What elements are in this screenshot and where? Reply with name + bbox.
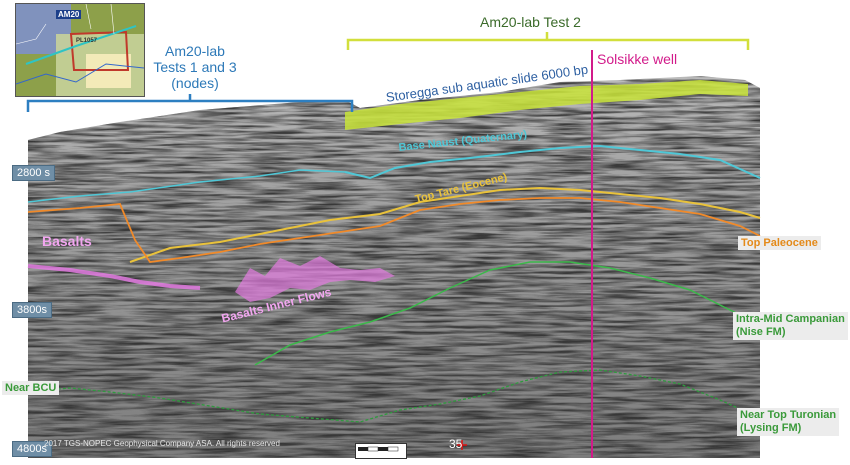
scale-bar <box>355 443 407 459</box>
horizon-top-tare <box>129 186 761 263</box>
label-tests-1-3-line1: Am20-lab <box>165 43 225 59</box>
label-intra-mid-campanian: Intra-Mid Campanian (Nise FM) <box>733 312 848 340</box>
bracket-tests-1-3 <box>26 94 354 112</box>
page-number: 35 <box>449 437 463 451</box>
inset-license-label: PL1057 <box>76 38 98 44</box>
label-basalts: Basalts <box>42 233 92 249</box>
horizon-intra-mid-campanian <box>254 261 761 366</box>
label-near-top-turonian: Near Top Turonian (Lysing FM) <box>737 408 840 436</box>
horizon-base-naust <box>344 144 761 180</box>
label-near-top-turonian-line1: Near Top Turonian <box>740 409 837 421</box>
horizon-base-naust-left <box>27 169 346 203</box>
label-tests-1-3: Am20-lab Tests 1 and 3 (nodes) <box>140 43 250 91</box>
label-tests-1-3-line2: Tests 1 and 3 <box>153 59 237 75</box>
scale-bar-graphic <box>358 446 399 452</box>
time-marker-3800: 3800s <box>12 302 52 318</box>
horizon-basalts-inner-flows <box>235 256 395 302</box>
label-test-2: Am20-lab Test 2 <box>480 14 581 30</box>
label-top-paleocene: Top Paleocene <box>738 236 821 250</box>
label-tests-1-3-line3: (nodes) <box>171 75 219 91</box>
label-solsikke-well: Solsikke well <box>597 51 678 67</box>
location-inset-map: AM20 PL1057 <box>15 3 145 97</box>
time-marker-2800: 2800 s <box>12 165 56 181</box>
label-intra-mid-campanian-line2: (Nise FM) <box>736 326 786 338</box>
label-intra-mid-campanian-line1: Intra-Mid Campanian <box>736 313 845 325</box>
label-near-top-turonian-line2: (Lysing FM) <box>740 422 802 434</box>
horizon-near-bcu <box>27 369 761 423</box>
red-marker <box>457 440 467 450</box>
slide-highlight <box>345 80 748 130</box>
label-near-bcu: Near BCU <box>2 381 60 395</box>
inset-map-graphic <box>16 4 144 96</box>
horizon-basalts <box>27 264 201 290</box>
time-marker-4800: 4800s <box>12 441 52 457</box>
horizon-top-paleocene <box>27 197 761 263</box>
inset-area-label: AM20 <box>56 10 82 19</box>
copyright-text: 2017 TGS-NOPEC Geophysical Company ASA. … <box>44 439 280 448</box>
bracket-test-2 <box>346 32 750 50</box>
